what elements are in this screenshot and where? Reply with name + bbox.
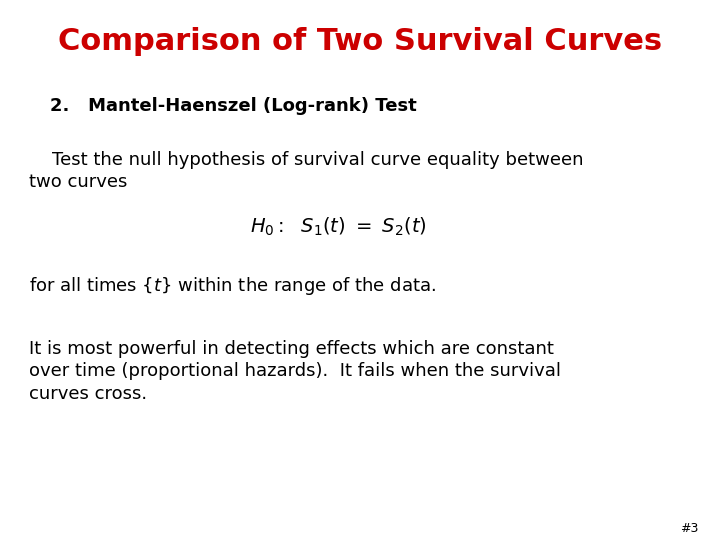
- Text: for all times $\{t\}$ within the range of the data.: for all times $\{t\}$ within the range o…: [29, 275, 436, 298]
- Text: Comparison of Two Survival Curves: Comparison of Two Survival Curves: [58, 27, 662, 56]
- Text: #3: #3: [680, 522, 698, 535]
- Text: Test the null hypothesis of survival curve equality between
two curves: Test the null hypothesis of survival cur…: [29, 151, 583, 191]
- Text: It is most powerful in detecting effects which are constant
over time (proportio: It is most powerful in detecting effects…: [29, 340, 561, 403]
- Text: 2.   Mantel-Haenszel (Log-rank) Test: 2. Mantel-Haenszel (Log-rank) Test: [50, 97, 417, 115]
- Text: $H_0\mathsf{:}\ \ S_1(t)\ =\ S_2(t)$: $H_0\mathsf{:}\ \ S_1(t)\ =\ S_2(t)$: [250, 216, 427, 238]
